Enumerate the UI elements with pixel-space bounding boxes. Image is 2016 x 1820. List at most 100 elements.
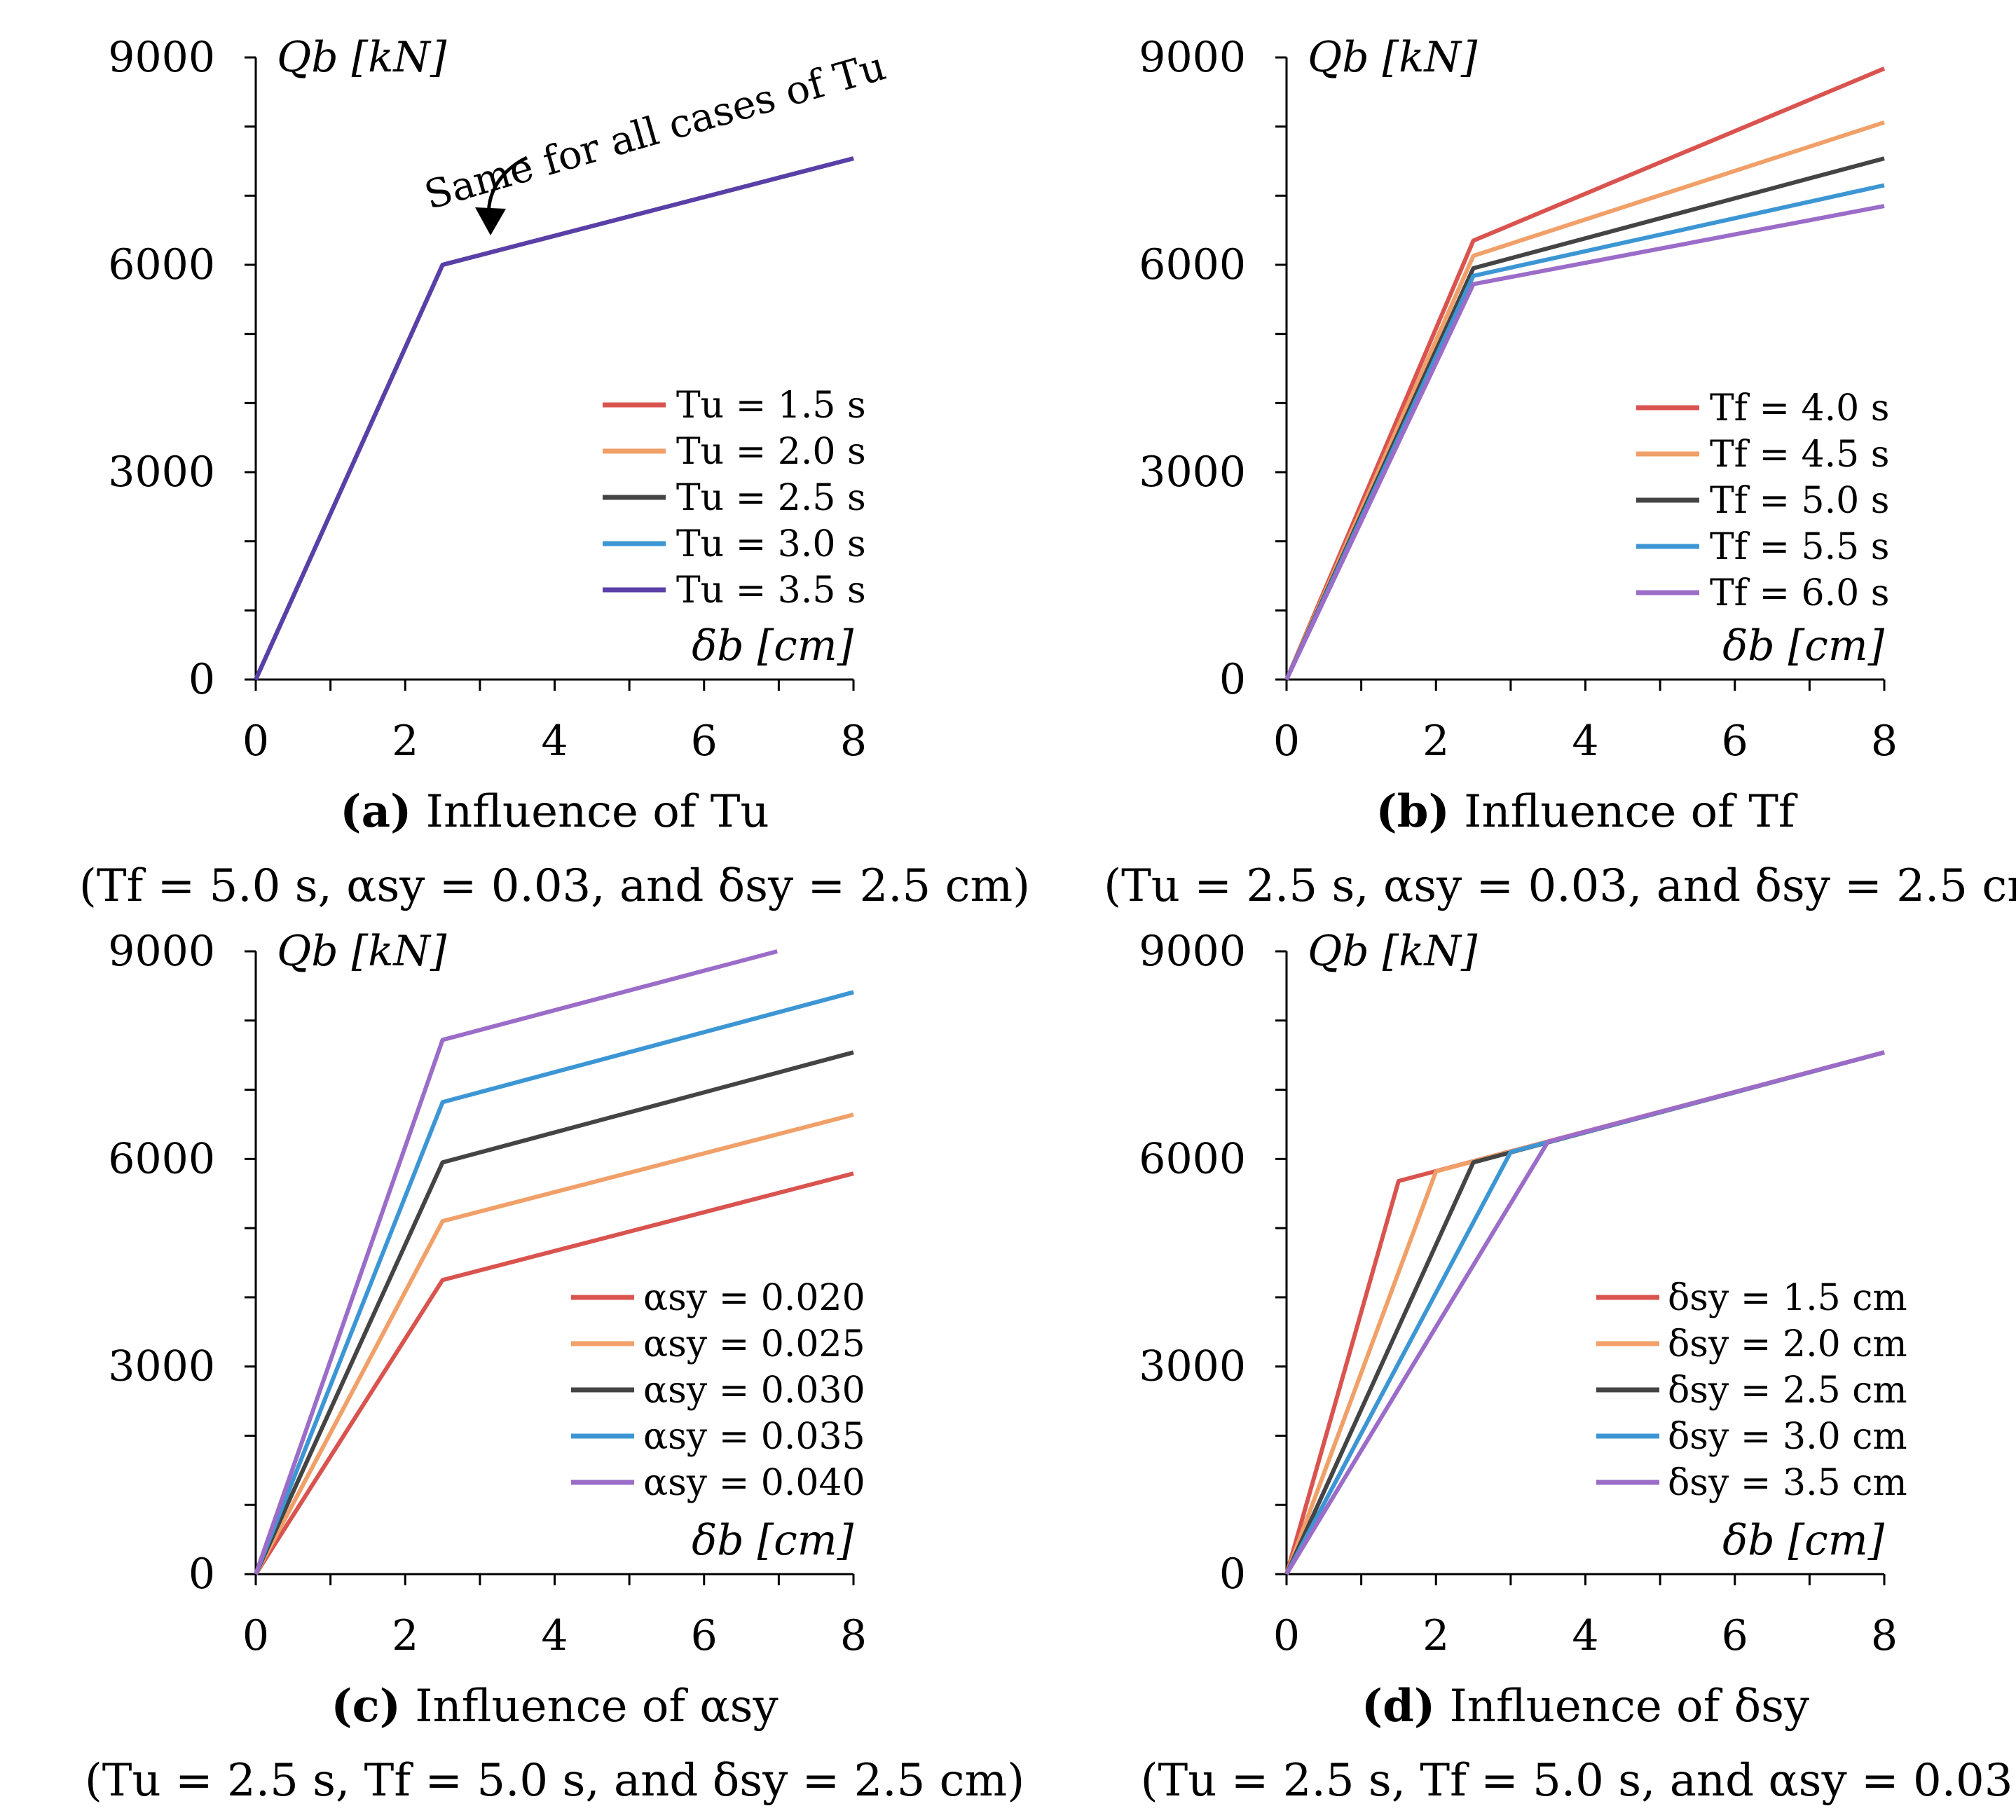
- y-tick-label: 9000: [108, 927, 215, 976]
- legend: Tf = 4.0 s Tf = 4.5 sTf = 5.0 sTf = 5.5 s…: [1636, 387, 1889, 614]
- caption-text: Influence of Tf: [1464, 786, 1798, 838]
- annotation: Same for all cases of Tu: [420, 43, 891, 235]
- x-tick-label: 8: [1871, 1611, 1898, 1660]
- legend-label: Tf = 5.0 s: [1710, 480, 1889, 522]
- legend-label: Tu = 1.5 s: [676, 385, 866, 427]
- x-tick-label: 2: [1422, 1611, 1449, 1660]
- caption-letter: (b): [1376, 785, 1449, 838]
- x-tick-label: 6: [1722, 717, 1748, 766]
- x-tick-label: 4: [1572, 1611, 1598, 1660]
- y-axis-label: Qb [kN]: [277, 33, 447, 82]
- series-line-1: [254, 1171, 854, 1576]
- x-axis-label: δb [cm]: [1722, 621, 1885, 670]
- legend-label: αsy = 0.020: [643, 1277, 865, 1319]
- x-tick-label: 0: [1273, 717, 1300, 766]
- y-tick-label: 3000: [1139, 448, 1246, 497]
- y-tick-label: 0: [1219, 1550, 1246, 1599]
- subcaption: (Tu = 2.5 s, Tf = 5.0 s, and αsy = 0.03): [1141, 1755, 2016, 1807]
- legend-label: Tu = 2.0 s: [676, 431, 866, 473]
- panel-d: 0 3000 6000 9000 0 2 4 6 8 Qb [kN] δb [cm] δsy = 1.…: [1139, 927, 2016, 1807]
- x-axis-label: δb [cm]: [1722, 1516, 1885, 1565]
- y-tick-label: 0: [188, 1550, 215, 1599]
- x-tick-label: 6: [691, 717, 718, 766]
- y-tick-label: 9000: [108, 33, 215, 82]
- y-tick-label: 6000: [108, 1134, 215, 1183]
- x-tick-label: 0: [242, 717, 269, 766]
- caption: (b) Influence of Tf: [1376, 785, 1797, 838]
- x-tick-label: 8: [1871, 717, 1898, 766]
- panel-a: 0 3000 6000 9000 0 2 4 6 8 Qb [kN] δb [cm] Tu = 1.5…: [79, 33, 1030, 912]
- caption-letter: (c): [331, 1680, 401, 1732]
- x-axis-label: δb [cm]: [692, 1516, 854, 1565]
- x-tick-label: 6: [1722, 1611, 1748, 1660]
- y-axis-label: Qb [kN]: [1308, 927, 1478, 976]
- x-tick-label: 0: [1273, 1611, 1300, 1660]
- legend-label: Tf = 4.5 s: [1710, 434, 1889, 476]
- caption: (a) Influence of Tu: [340, 785, 769, 838]
- legend-label: αsy = 0.040: [643, 1462, 865, 1504]
- series-line-5: [1284, 1050, 1885, 1576]
- series-line-5: [1284, 204, 1885, 681]
- x-tick-label: 8: [840, 717, 867, 766]
- y-tick-label: 6000: [108, 240, 215, 289]
- caption-letter: (d): [1362, 1680, 1435, 1732]
- caption-text: Influence of δsy: [1450, 1681, 1810, 1732]
- y-tick-label: 3000: [108, 1342, 215, 1391]
- y-tick-label: 0: [1219, 655, 1246, 704]
- caption-letter: (a): [340, 785, 411, 838]
- x-tick-label: 8: [840, 1611, 867, 1660]
- panel-b: 0 3000 6000 9000 0 2 4 6 8 Qb [kN] δb [cm] Tf = 4.0…: [1104, 33, 2016, 912]
- subcaption: (Tu = 2.5 s, αsy = 0.03, and δsy = 2.5 c…: [1104, 860, 2016, 912]
- y-tick-label: 9000: [1139, 927, 1246, 976]
- x-tick-label: 2: [392, 717, 418, 766]
- legend-label: δsy = 3.5 cm: [1668, 1462, 1907, 1504]
- legend-label: δsy = 1.5 cm: [1668, 1277, 1907, 1319]
- series-line-2: [254, 1112, 854, 1576]
- legend-label: Tu = 3.0 s: [676, 523, 866, 565]
- y-tick-label: 6000: [1139, 1134, 1246, 1183]
- caption-text: Influence of αsy: [415, 1681, 778, 1732]
- legend-label: αsy = 0.025: [643, 1323, 865, 1365]
- y-tick-label: 0: [188, 655, 215, 704]
- x-tick-label: 6: [691, 1611, 718, 1660]
- x-tick-label: 4: [1572, 717, 1598, 766]
- caption: (d) Influence of δsy: [1362, 1680, 1809, 1732]
- y-tick-label: 3000: [1139, 1342, 1246, 1391]
- legend-label: Tf = 6.0 s: [1710, 572, 1889, 614]
- legend-label: Tu = 2.5 s: [676, 477, 866, 519]
- x-tick-label: 4: [541, 717, 568, 766]
- y-tick-label: 3000: [108, 448, 215, 497]
- series-line-3: [254, 1050, 854, 1576]
- legend-label: Tu = 3.5 s: [676, 570, 866, 612]
- annotation-arrowhead: [475, 207, 506, 235]
- series-line-4: [254, 990, 854, 1576]
- y-axis-label: Qb [kN]: [277, 927, 447, 976]
- subcaption: (Tf = 5.0 s, αsy = 0.03, and δsy = 2.5 c…: [79, 860, 1030, 912]
- legend: Tu = 1.5 sTu = 2.0 sTu = 2.5 sTu = 3.0 s…: [603, 385, 866, 612]
- y-tick-label: 9000: [1139, 33, 1246, 82]
- legend-label: αsy = 0.035: [643, 1416, 865, 1458]
- panel-c: 0 3000 6000 9000 0 2 4 6 8 Qb [kN] δb [cm] αsy = 0.…: [85, 927, 1024, 1807]
- legend-label: Tf = 4.0 s: [1710, 387, 1889, 429]
- legend-label: δsy = 3.0 cm: [1668, 1416, 1907, 1458]
- caption: (c) Influence of αsy: [331, 1680, 778, 1732]
- annotation-text: Same for all cases of Tu: [420, 43, 891, 219]
- legend-label: δsy = 2.5 cm: [1668, 1370, 1907, 1412]
- subcaption: (Tu = 2.5 s, Tf = 5.0 s, and δsy = 2.5 c…: [85, 1755, 1024, 1807]
- series-line-5: [254, 949, 778, 1575]
- x-axis-label: δb [cm]: [692, 621, 854, 670]
- y-axis-label: Qb [kN]: [1308, 33, 1478, 82]
- x-tick-label: 2: [392, 1611, 418, 1660]
- series-line-5: [254, 156, 854, 681]
- x-tick-label: 4: [541, 1611, 568, 1660]
- legend-label: αsy = 0.030: [643, 1370, 865, 1412]
- caption-text: Influence of Tu: [426, 786, 769, 838]
- legend-label: Tf = 5.5 s: [1710, 526, 1889, 568]
- x-tick-label: 2: [1422, 717, 1449, 766]
- legend-label: δsy = 2.0 cm: [1668, 1323, 1907, 1365]
- y-tick-label: 6000: [1139, 240, 1246, 289]
- x-tick-label: 0: [242, 1611, 269, 1660]
